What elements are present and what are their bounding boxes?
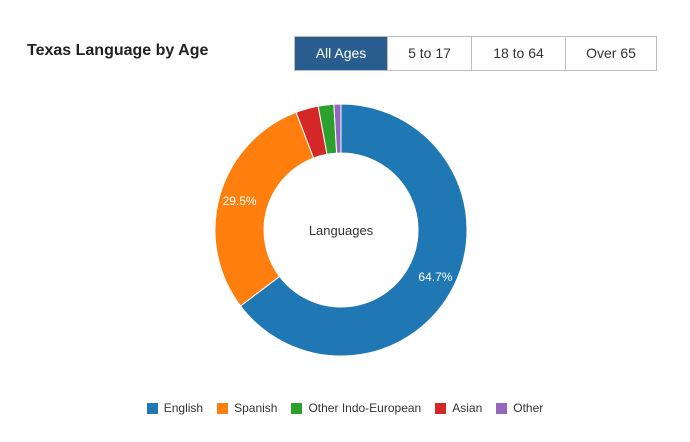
slice-english[interactable]	[239, 103, 468, 357]
donut-chart: 64.7% 29.5% Languages	[214, 103, 468, 357]
legend-swatch	[146, 402, 158, 414]
slice-label-spanish: 29.5%	[223, 194, 257, 208]
slice-other[interactable]	[333, 103, 342, 154]
legend-label: Asian	[452, 401, 483, 415]
legend-swatch	[435, 402, 447, 414]
legend-swatch	[217, 402, 229, 414]
legend-label: Other	[513, 401, 544, 415]
age-tabs: All Ages 5 to 17 18 to 64 Over 65	[294, 36, 657, 71]
tab-all-ages[interactable]: All Ages	[295, 37, 387, 70]
legend-item-other[interactable]: Other	[496, 401, 543, 415]
legend-label: English	[163, 401, 204, 415]
center-label: Languages	[309, 223, 374, 238]
legend-swatch	[291, 402, 303, 414]
legend-swatch	[496, 402, 508, 414]
tab-5-to-17[interactable]: 5 to 17	[387, 37, 471, 70]
legend-item-asian[interactable]: Asian	[435, 401, 482, 415]
legend-label: Spanish	[234, 401, 278, 415]
chart-legend: English Spanish Other Indo-European Asian Ot…	[0, 401, 690, 415]
tab-18-to-64[interactable]: 18 to 64	[471, 37, 565, 70]
legend-item-spanish[interactable]: Spanish	[217, 401, 277, 415]
chart-title: Texas Language by Age	[27, 42, 209, 59]
slice-label-english: 64.7%	[418, 270, 452, 284]
slice-spanish[interactable]	[214, 111, 315, 307]
tab-over-65[interactable]: Over 65	[565, 37, 656, 70]
legend-item-english[interactable]: English	[146, 401, 204, 415]
legend-label: Other Indo-European	[308, 401, 422, 415]
legend-item-other-indo-european[interactable]: Other Indo-European	[291, 401, 421, 415]
